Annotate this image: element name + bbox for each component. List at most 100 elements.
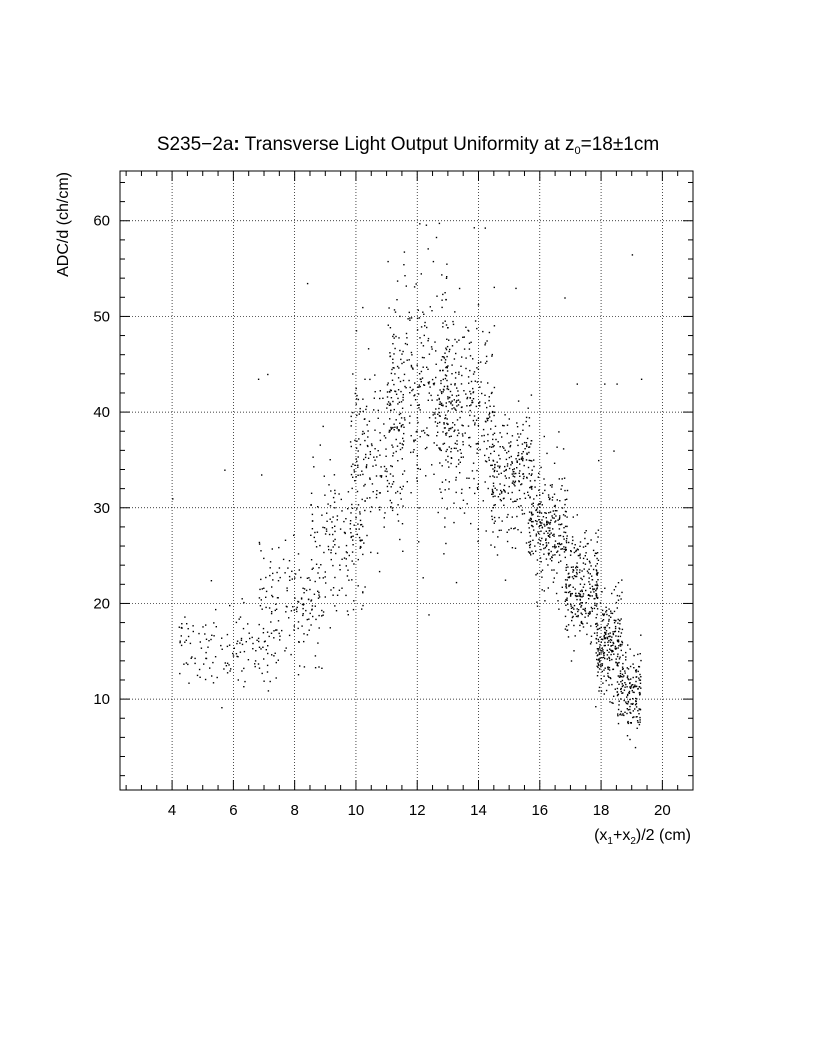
data-point bbox=[334, 507, 336, 509]
data-point bbox=[491, 490, 494, 492]
data-point bbox=[237, 656, 239, 658]
data-point bbox=[276, 571, 278, 574]
data-point bbox=[362, 473, 364, 476]
data-point bbox=[408, 359, 410, 361]
data-point bbox=[566, 629, 568, 631]
data-point bbox=[354, 439, 356, 442]
data-point bbox=[591, 585, 594, 588]
data-point bbox=[400, 401, 403, 403]
data-point bbox=[561, 478, 563, 480]
data-point bbox=[410, 451, 412, 454]
data-point bbox=[581, 613, 583, 616]
data-point bbox=[529, 480, 532, 482]
data-point bbox=[628, 678, 630, 681]
data-point bbox=[608, 676, 610, 678]
data-point bbox=[565, 540, 568, 542]
data-point bbox=[396, 426, 398, 428]
data-point bbox=[551, 560, 553, 562]
data-point bbox=[386, 396, 389, 398]
data-point bbox=[454, 338, 456, 341]
data-point bbox=[389, 327, 392, 329]
data-point bbox=[541, 526, 543, 528]
chart-title: S235−2a: Transverse Light Output Uniform… bbox=[157, 134, 659, 157]
data-point bbox=[523, 441, 526, 444]
data-point bbox=[350, 445, 352, 448]
data-point bbox=[527, 466, 530, 469]
data-point bbox=[403, 426, 405, 428]
data-point bbox=[603, 652, 606, 654]
data-point bbox=[503, 425, 505, 427]
data-point bbox=[417, 309, 419, 311]
data-point bbox=[179, 672, 181, 675]
data-point bbox=[599, 649, 601, 651]
data-point bbox=[607, 672, 609, 675]
data-point bbox=[278, 546, 280, 549]
data-point bbox=[578, 571, 581, 574]
data-point bbox=[491, 488, 494, 491]
data-point bbox=[614, 648, 617, 650]
data-point bbox=[309, 588, 311, 591]
data-point bbox=[568, 572, 570, 575]
data-point bbox=[310, 600, 312, 602]
data-point bbox=[584, 563, 587, 565]
data-point bbox=[547, 564, 549, 566]
data-point bbox=[575, 571, 578, 574]
data-point bbox=[575, 550, 577, 553]
data-point bbox=[627, 701, 630, 703]
data-point bbox=[303, 588, 306, 590]
data-point bbox=[362, 591, 364, 593]
data-point bbox=[629, 705, 631, 708]
data-point bbox=[545, 542, 547, 544]
data-point bbox=[359, 407, 361, 410]
data-point bbox=[305, 589, 308, 592]
data-point bbox=[305, 609, 307, 612]
data-point bbox=[506, 465, 509, 467]
data-point bbox=[400, 426, 403, 428]
data-point bbox=[500, 472, 502, 474]
data-point bbox=[556, 499, 558, 501]
data-point bbox=[608, 627, 611, 629]
data-point bbox=[544, 600, 546, 602]
data-point bbox=[514, 547, 517, 549]
data-point bbox=[551, 499, 554, 501]
data-point bbox=[576, 595, 578, 597]
data-point bbox=[615, 585, 617, 588]
data-point bbox=[518, 436, 520, 438]
data-point bbox=[464, 432, 466, 434]
data-point bbox=[484, 481, 486, 483]
data-point bbox=[523, 464, 525, 467]
data-point bbox=[544, 489, 546, 492]
data-point bbox=[390, 389, 392, 392]
data-point bbox=[624, 682, 626, 684]
data-point bbox=[448, 339, 450, 341]
data-point bbox=[571, 536, 574, 538]
data-point bbox=[445, 298, 447, 301]
data-point bbox=[520, 483, 522, 486]
data-point bbox=[530, 443, 532, 445]
data-point bbox=[498, 516, 500, 519]
data-point bbox=[602, 613, 604, 615]
data-point bbox=[550, 550, 552, 553]
data-point bbox=[329, 505, 332, 507]
data-point bbox=[549, 484, 552, 487]
data-point bbox=[629, 665, 632, 668]
data-point bbox=[410, 492, 412, 494]
data-point bbox=[303, 633, 305, 635]
data-point bbox=[570, 660, 573, 662]
data-point bbox=[511, 473, 513, 475]
data-point bbox=[341, 510, 343, 512]
data-point bbox=[389, 352, 391, 354]
data-point bbox=[439, 369, 441, 372]
data-point bbox=[563, 548, 565, 550]
data-point bbox=[383, 435, 386, 437]
data-point bbox=[387, 490, 389, 492]
data-point bbox=[480, 361, 482, 363]
data-point bbox=[604, 667, 606, 669]
data-point bbox=[589, 611, 591, 613]
data-point bbox=[613, 589, 615, 591]
data-point bbox=[185, 639, 187, 641]
data-point bbox=[616, 607, 618, 609]
data-point bbox=[295, 608, 298, 610]
data-point bbox=[548, 522, 550, 524]
data-point bbox=[597, 648, 599, 650]
